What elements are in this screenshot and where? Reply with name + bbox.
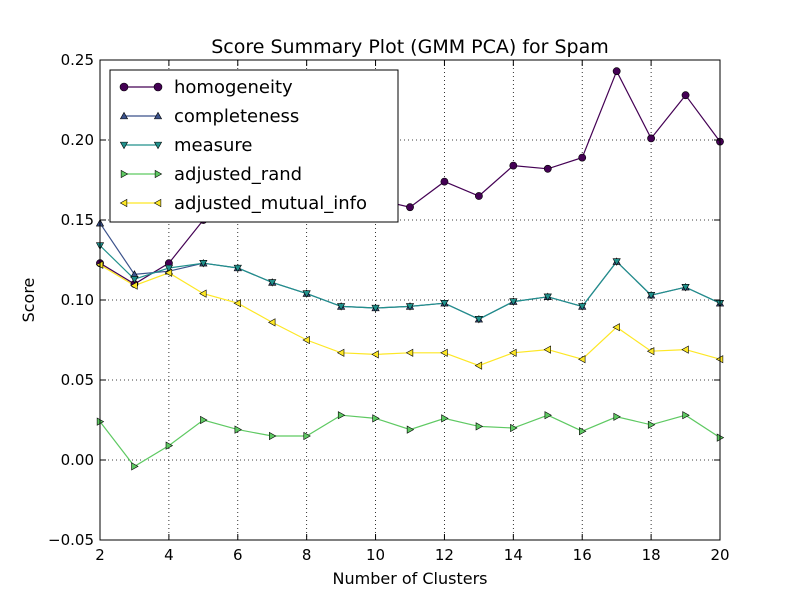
data-point-adjusted_rand — [544, 411, 552, 420]
data-point-measure — [509, 298, 518, 306]
legend-marker-homogeneity — [153, 82, 163, 92]
x-tick-label: 20 — [710, 546, 729, 564]
data-point-adjusted_rand — [165, 441, 174, 450]
legend-label-adjusted_rand: adjusted_rand — [174, 164, 302, 185]
data-point-measure — [302, 290, 311, 298]
x-tick-label: 12 — [435, 546, 454, 564]
data-point-adjusted_rand — [579, 427, 587, 436]
legend-marker-adjusted_mutual_info — [119, 198, 128, 208]
data-point-measure — [612, 258, 621, 266]
data-point-adjusted_mutual_info — [302, 335, 310, 345]
x-tick-label: 8 — [302, 546, 312, 564]
data-point-adjusted_mutual_info — [681, 345, 689, 354]
y-tick-label: 0.10 — [61, 291, 94, 309]
x-tick-label: 18 — [642, 546, 661, 564]
data-point-measure — [164, 264, 173, 273]
legend-label-adjusted_mutual_info: adjusted_mutual_info — [174, 193, 367, 214]
data-point-adjusted_mutual_info — [199, 289, 207, 298]
data-point-measure — [199, 260, 208, 268]
x-tick-label: 2 — [95, 546, 105, 564]
x-tick-label: 4 — [164, 546, 174, 564]
legend-marker-homogeneity — [119, 82, 129, 92]
data-point-adjusted_mutual_info — [130, 281, 138, 290]
data-point-adjusted_mutual_info — [371, 350, 379, 359]
y-tick-label: 0.00 — [61, 451, 94, 469]
data-point-adjusted_rand — [234, 425, 242, 434]
data-point-measure — [233, 264, 242, 273]
data-point-measure — [130, 276, 139, 284]
y-tick-label: 0.20 — [61, 131, 94, 149]
data-point-adjusted_mutual_info — [233, 299, 241, 308]
y-tick-label: 0.15 — [61, 211, 94, 229]
data-point-measure — [337, 303, 346, 311]
data-point-adjusted_rand — [303, 431, 311, 441]
data-point-homogeneity — [474, 192, 483, 200]
x-tick-label: 14 — [504, 546, 523, 564]
y-tick-label: 0.25 — [61, 51, 94, 69]
data-point-measure — [681, 284, 690, 292]
data-point-homogeneity — [612, 67, 621, 76]
data-point-adjusted_rand — [406, 425, 415, 434]
legend: homogeneity completeness measure adjusted_r… — [109, 69, 399, 223]
data-point-measure — [405, 303, 415, 311]
y-axis-label: Score — [19, 278, 38, 323]
legend-marker-measure — [153, 141, 163, 150]
data-point-homogeneity — [578, 153, 587, 162]
data-point-adjusted_rand — [613, 412, 621, 421]
data-point-adjusted_mutual_info — [612, 323, 620, 332]
data-point-adjusted_mutual_info — [474, 361, 483, 370]
data-point-measure — [578, 303, 587, 311]
legend-label-completeness: completeness — [174, 106, 299, 127]
data-point-measure — [371, 304, 380, 313]
chart-title: Score Summary Plot (GMM PCA) for Spam — [211, 36, 609, 58]
data-point-measure — [268, 279, 277, 287]
data-point-measure — [543, 293, 552, 302]
data-point-adjusted_rand — [441, 414, 449, 423]
data-point-adjusted_mutual_info — [578, 355, 586, 364]
x-tick-label: 6 — [233, 546, 243, 564]
data-point-adjusted_rand — [682, 411, 690, 420]
data-point-adjusted_rand — [475, 422, 484, 431]
legend-label-homogeneity: homogeneity — [174, 77, 293, 98]
x-tick-label: 16 — [573, 546, 592, 564]
data-point-homogeneity — [440, 177, 449, 186]
data-point-measure — [440, 300, 449, 308]
legend-marker-adjusted_mutual_info — [153, 198, 162, 208]
data-point-adjusted_rand — [337, 411, 346, 420]
data-point-homogeneity — [681, 91, 690, 100]
legend-marker-completeness — [153, 111, 163, 120]
data-point-adjusted_mutual_info — [440, 348, 448, 357]
axis-ticks: 2 4 6 8 10 12 14 16 18 20 −0.05 0.00 0.05 0.10 0.15 0.2… — [48, 51, 730, 564]
legend-marker-completeness — [119, 111, 129, 120]
legend-marker-adjusted_rand — [120, 169, 129, 179]
data-point-measure — [647, 292, 656, 300]
data-point-homogeneity — [543, 164, 552, 173]
legend-marker-measure — [119, 141, 129, 150]
data-point-adjusted_mutual_info — [646, 347, 655, 356]
data-point-adjusted_mutual_info — [543, 345, 551, 354]
data-point-measure — [474, 316, 483, 324]
legend-marker-adjusted_rand — [154, 169, 163, 179]
x-axis-label: Number of Clusters — [333, 569, 488, 588]
y-tick-label: 0.05 — [61, 371, 94, 389]
data-point-adjusted_mutual_info — [509, 348, 517, 357]
data-point-adjusted_mutual_info — [268, 318, 276, 327]
data-point-homogeneity — [647, 134, 656, 143]
data-point-adjusted_mutual_info — [405, 348, 414, 357]
x-tick-label: 10 — [366, 546, 385, 564]
legend-label-measure: measure — [174, 135, 253, 156]
data-point-adjusted_rand — [131, 462, 139, 471]
data-point-homogeneity — [509, 161, 518, 170]
data-point-adjusted_rand — [269, 431, 277, 441]
data-point-adjusted_rand — [510, 423, 518, 433]
data-point-adjusted_rand — [372, 414, 380, 423]
data-point-adjusted_rand — [200, 415, 208, 425]
data-point-homogeneity — [406, 203, 414, 212]
data-point-adjusted_mutual_info — [336, 348, 345, 357]
series-line-adjusted_rand — [99, 414, 721, 468]
data-point-adjusted_rand — [647, 420, 656, 429]
data-point-adjusted_mutual_info — [164, 268, 173, 277]
y-tick-label: −0.05 — [48, 531, 94, 549]
